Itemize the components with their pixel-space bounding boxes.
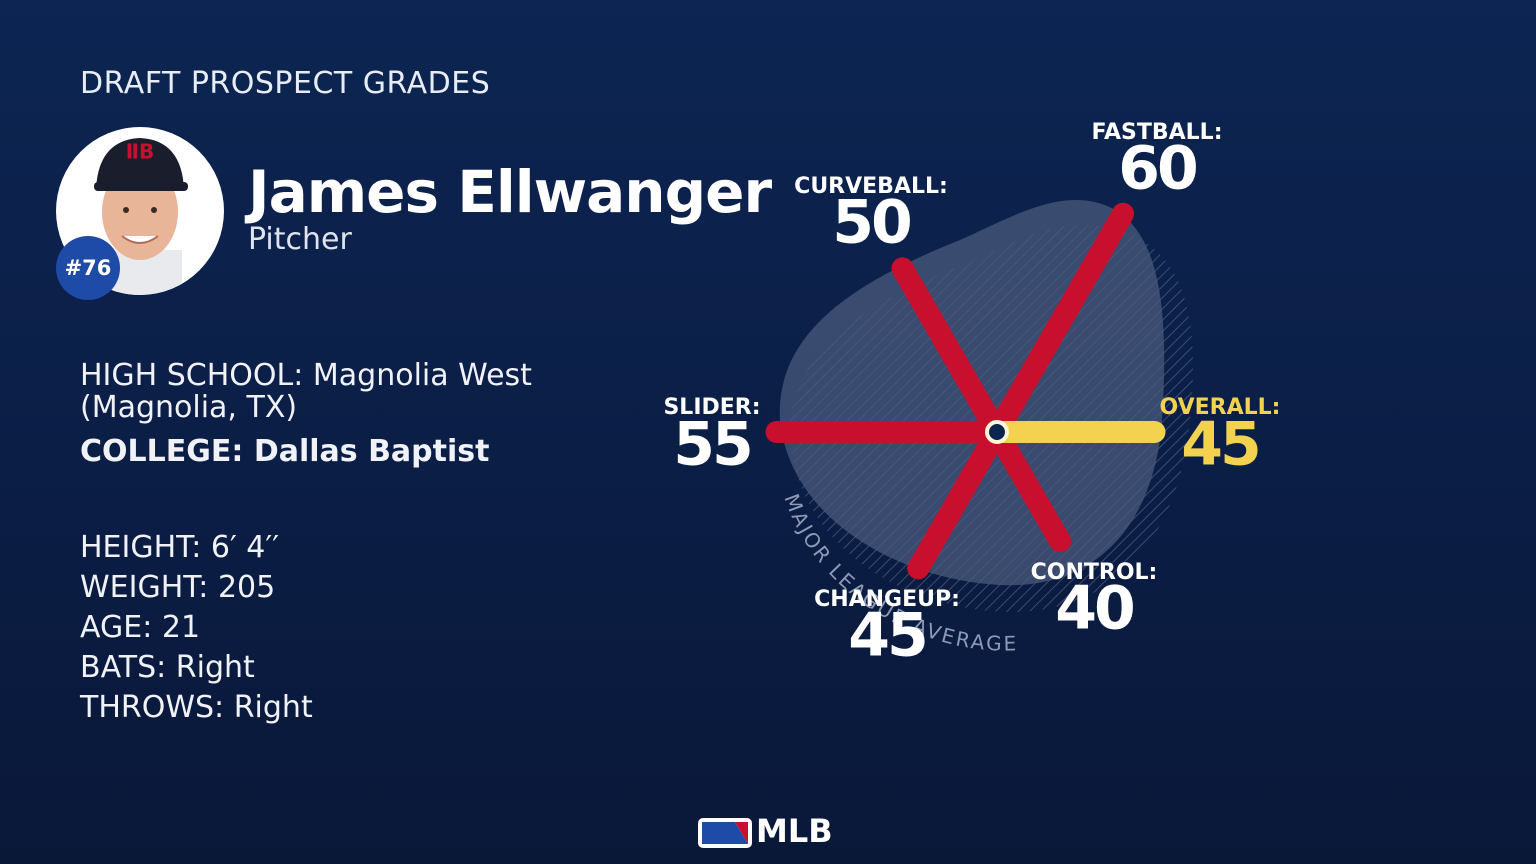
- stat-value: 205: [217, 570, 276, 605]
- grade-value: 55: [673, 410, 751, 480]
- school-row: COLLEGE: Dallas Baptist: [80, 436, 580, 468]
- grade-value: 40: [1055, 574, 1133, 644]
- stat-label: THROWS:: [80, 690, 225, 725]
- stats-info: HEIGHT: 6′ 4′′ WEIGHT: 205 AGE: 21 BATS: Ri…: [80, 528, 580, 728]
- grade-value: 45: [1181, 410, 1259, 480]
- school-info: HIGH SCHOOL: Magnolia West (Magnolia, TX…: [80, 360, 580, 480]
- grade-label: FASTBALL:: [1091, 120, 1222, 145]
- player-number: #76: [65, 256, 112, 280]
- stat-value: Right: [175, 650, 255, 685]
- page-title: DRAFT PROSPECT GRADES: [80, 66, 491, 101]
- logo-text: MLB: [756, 812, 833, 850]
- school-value: Magnolia West (Magnolia, TX): [80, 358, 532, 425]
- number-badge: [56, 236, 120, 300]
- spokes: OVERALL:45FASTBALL:60CURVEBALL:50SLIDER:…: [663, 120, 1280, 671]
- grade-value: 50: [832, 188, 910, 258]
- stat-row: THROWS: Right: [80, 688, 580, 728]
- grade-label: SLIDER:: [663, 395, 760, 420]
- grade-label: CONTROL:: [1031, 560, 1158, 585]
- stat-label: BATS:: [80, 650, 167, 685]
- grade-spoke: [986, 421, 1071, 553]
- player-name: James Ellwanger: [248, 158, 772, 226]
- school-row: HIGH SCHOOL: Magnolia West (Magnolia, TX…: [80, 360, 580, 424]
- stat-row: BATS: Right: [80, 648, 580, 688]
- center-dot: [985, 420, 1009, 444]
- grade-label: CURVEBALL:: [794, 174, 948, 199]
- grade-spoke: [907, 421, 1008, 580]
- grade-spoke: [986, 202, 1134, 443]
- stat-value: 6′ 4′′: [210, 530, 280, 565]
- grade-label: CHANGEUP:: [814, 587, 960, 612]
- grade-value: 60: [1118, 134, 1196, 204]
- stat-row: AGE: 21: [80, 608, 580, 648]
- logo-red: [735, 822, 748, 844]
- grade-label: OVERALL:: [1160, 395, 1281, 420]
- svg-text:ⅡB: ⅡB: [126, 140, 154, 164]
- grade-value: 45: [848, 601, 926, 671]
- logo-blue: [702, 822, 748, 844]
- grade-spoke: [891, 257, 1008, 443]
- stat-label: HEIGHT:: [80, 530, 202, 565]
- stat-value: 21: [161, 610, 201, 645]
- stat-label: AGE:: [80, 610, 153, 645]
- stat-row: HEIGHT: 6′ 4′′: [80, 528, 580, 568]
- school-value: Dallas Baptist: [253, 434, 490, 469]
- school-label: COLLEGE:: [80, 434, 244, 469]
- stat-row: WEIGHT: 205: [80, 568, 580, 608]
- stat-label: WEIGHT:: [80, 570, 209, 605]
- player-position: Pitcher: [248, 222, 352, 257]
- stat-value: Right: [233, 690, 313, 725]
- school-label: HIGH SCHOOL:: [80, 358, 304, 393]
